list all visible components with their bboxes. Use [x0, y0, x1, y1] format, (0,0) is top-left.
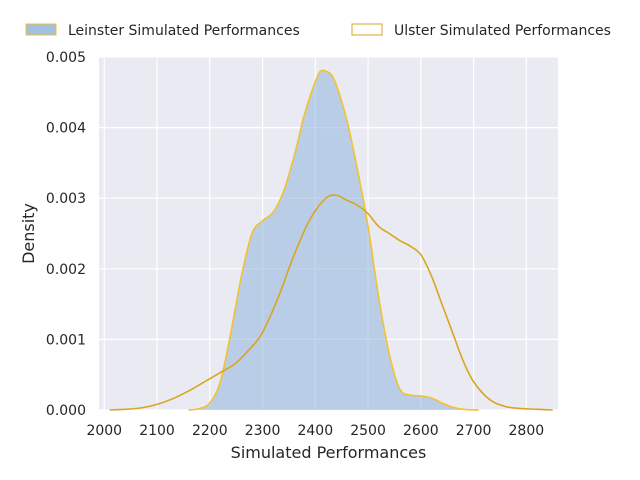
legend-label-1: Leinster Simulated Performances: [68, 23, 300, 39]
x-tick-labels: 2000 2100 2200 2300 2400 2500 2600 2700 2800: [86, 423, 544, 439]
y-tick-label: 0.001: [46, 332, 86, 348]
legend: Leinster Simulated Performances Ulster Si…: [25, 23, 611, 39]
y-tick-label: 0.000: [46, 403, 86, 419]
x-tick-label: 2800: [509, 423, 545, 439]
y-axis-title: Density: [19, 203, 38, 264]
x-tick-label: 2600: [403, 423, 439, 439]
series-layer: [109, 69, 553, 411]
series-line-1: [188, 69, 479, 411]
x-tick-label: 2200: [192, 423, 228, 439]
x-tick-label: 2700: [456, 423, 492, 439]
y-tick-label: 0.005: [46, 50, 86, 66]
x-tick-label: 2100: [139, 423, 175, 439]
x-tick-label: 2500: [350, 423, 386, 439]
legend-swatch-2: [351, 23, 383, 36]
legend-swatch-1: [25, 23, 57, 36]
legend-label-2: Ulster Simulated Performances: [394, 23, 611, 39]
y-tick-label: 0.002: [46, 262, 86, 278]
series-area-1: [188, 70, 479, 410]
x-tick-label: 2300: [245, 423, 281, 439]
x-tick-label: 2000: [86, 423, 122, 439]
series-line-2: [109, 194, 553, 411]
x-axis-title: Simulated Performances: [231, 443, 427, 462]
y-tick-labels: 0.000 0.001 0.002 0.003 0.004 0.005: [46, 50, 86, 419]
x-tick-label: 2400: [297, 423, 333, 439]
y-tick-label: 0.003: [46, 191, 86, 207]
y-tick-label: 0.004: [46, 121, 86, 137]
